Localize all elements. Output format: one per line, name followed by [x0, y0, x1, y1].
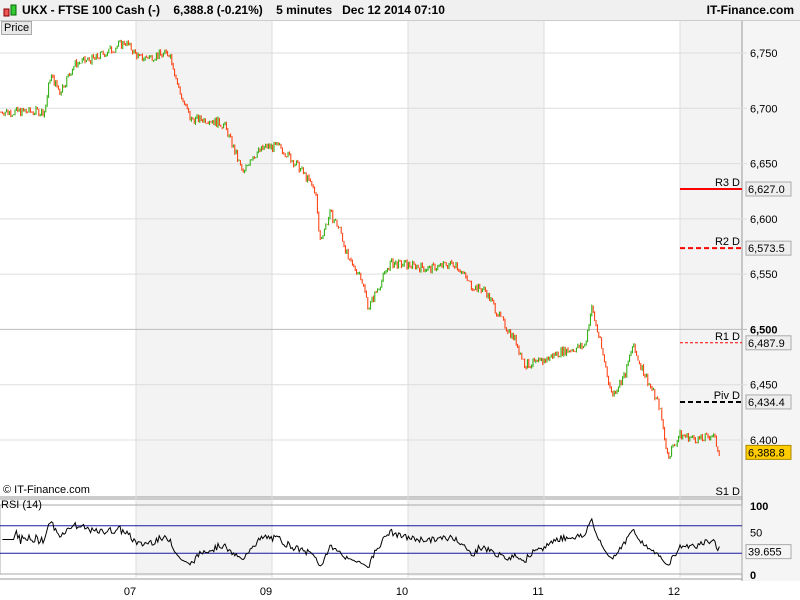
level-value: 6,434.4	[748, 397, 785, 409]
rsi-tick-0: 0	[750, 570, 756, 582]
y-tick-label: 6,450	[750, 380, 778, 392]
level-value: 6,627.0	[748, 184, 785, 196]
y-tick-label: 6,400	[750, 435, 778, 447]
x-tick-label: 11	[532, 586, 543, 598]
session-shade	[408, 500, 544, 576]
session-shade	[680, 21, 742, 497]
session-shade	[136, 21, 272, 497]
rsi-panel-label: RSI (14)	[1, 499, 42, 511]
y-tick-label: 6,550	[750, 269, 778, 281]
rsi-line	[2, 517, 720, 569]
current-price-box	[745, 444, 792, 460]
copyright: © IT-Finance.com	[3, 484, 90, 496]
rsi-frame	[0, 504, 743, 575]
x-tick-label: 07	[124, 586, 136, 598]
y-tick-label: 6,600	[750, 214, 778, 226]
session-shade	[680, 500, 742, 576]
level-value-box	[745, 335, 792, 351]
x-tick-label: 09	[260, 586, 272, 598]
rsi-tick-100: 100	[750, 501, 768, 513]
y-tick-label: 6,750	[750, 48, 778, 60]
chart-header: UKX - FTSE 100 Cash (-) 6,388.8 (-0.21%)…	[0, 0, 800, 21]
level-value-box	[745, 394, 792, 410]
y-tick-label: 6,650	[750, 159, 778, 171]
rsi-value: 39.655	[748, 547, 782, 559]
y-tick-label: 6,500	[750, 324, 778, 336]
level-value-box	[745, 181, 792, 197]
rsi-value-box	[745, 544, 792, 560]
candlestick-logo-icon	[3, 4, 17, 17]
price-panel-label: Price	[1, 21, 33, 35]
header-title: UKX - FTSE 100 Cash (-) 6,388.8 (-0.21%)…	[22, 3, 445, 17]
level-label-s1: S1 D	[716, 486, 741, 498]
level-label: Piv D	[714, 390, 740, 402]
level-label: R2 D	[715, 236, 740, 248]
session-shade	[408, 21, 544, 497]
x-tick-label: 12	[668, 586, 680, 598]
level-value: 6,487.9	[748, 338, 785, 350]
y-tick-label: 6,700	[750, 103, 778, 115]
level-value-box	[745, 240, 792, 256]
current-price-value: 6,388.8	[748, 447, 785, 459]
price-axis-bg	[742, 21, 800, 581]
level-label: R3 D	[715, 177, 740, 189]
x-tick-label: 10	[396, 586, 408, 598]
level-value: 6,573.5	[748, 243, 785, 255]
brand: IT-Finance.com	[706, 3, 794, 17]
level-label: R1 D	[715, 331, 740, 343]
rsi-tick-50: 50	[750, 528, 762, 540]
